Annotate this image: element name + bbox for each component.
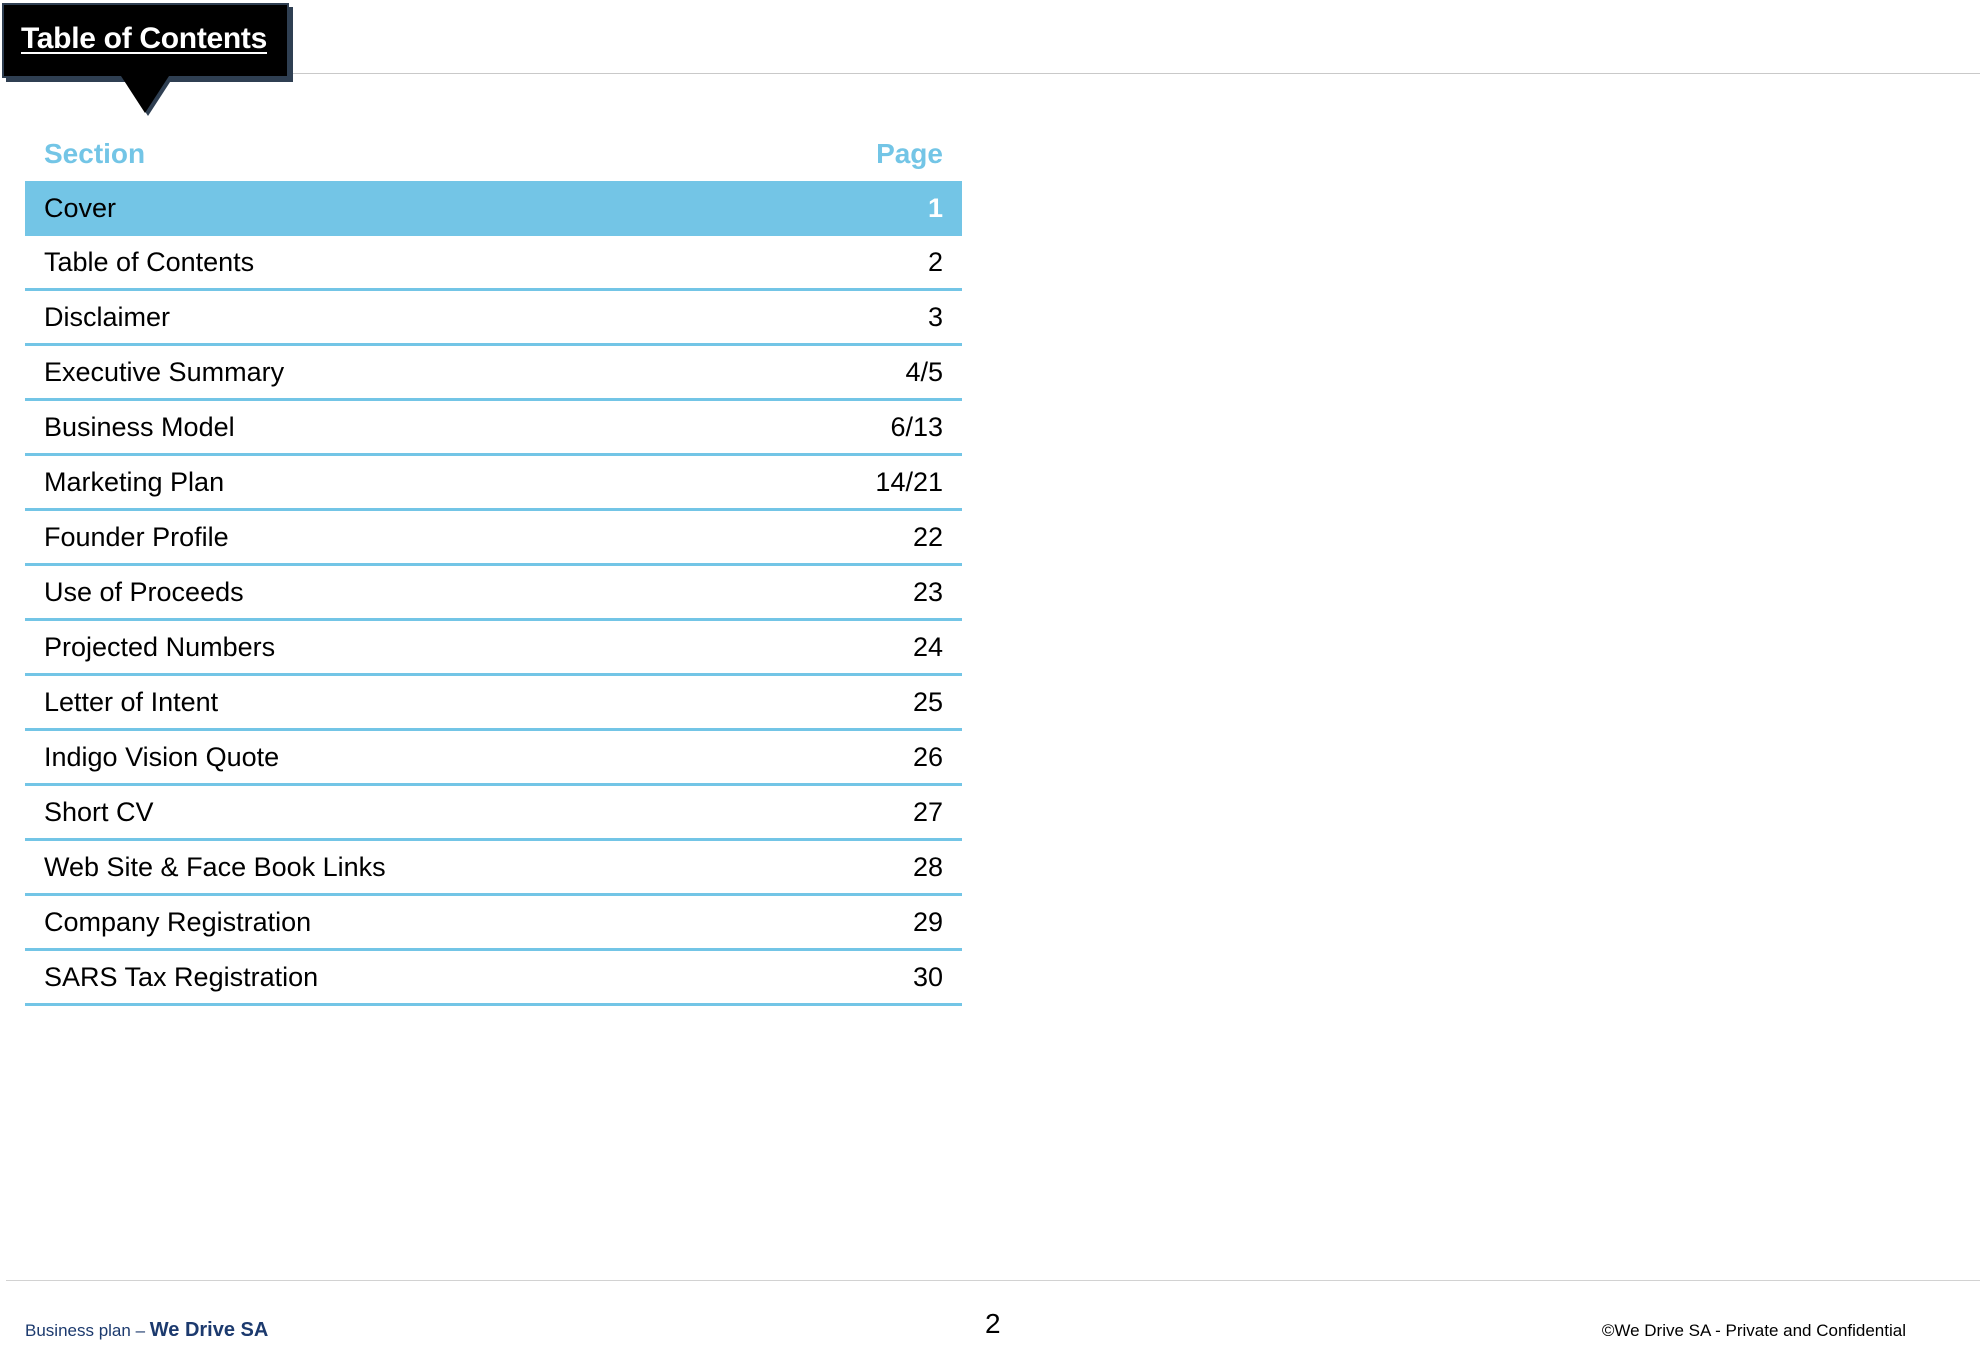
toc-row-cover[interactable]: Cover 1 (25, 181, 962, 236)
row-page: 22 (912, 521, 943, 552)
row-section: Business Model (44, 411, 235, 442)
row-page: 24 (912, 631, 943, 662)
row-page: 29 (912, 906, 943, 937)
toc-row-founder-profile[interactable]: Founder Profile 22 (25, 511, 962, 566)
row-section: Table of Contents (44, 246, 255, 277)
row-page: 2 (927, 246, 943, 277)
row-section: Founder Profile (44, 521, 229, 552)
toc-row-table-of-contents[interactable]: Table of Contents 2 (25, 236, 962, 291)
row-section: Cover (44, 192, 117, 223)
section-column-header: Section (44, 138, 146, 169)
row-page: 6/13 (890, 411, 943, 442)
row-page: 26 (912, 741, 943, 772)
row-section: Use of Proceeds (44, 576, 244, 607)
row-page: 4/5 (905, 356, 943, 387)
toc-row-letter-of-intent[interactable]: Letter of Intent 25 (25, 676, 962, 731)
row-section: Indigo Vision Quote (44, 741, 280, 772)
title-callout: Table of Contents (2, 3, 289, 78)
row-page: 23 (912, 576, 943, 607)
footer-prefix: Business plan – (25, 1321, 150, 1340)
toc-row-web-site-facebook-links[interactable]: Web Site & Face Book Links 28 (25, 841, 962, 896)
row-section: Letter of Intent (44, 686, 219, 717)
toc-row-use-of-proceeds[interactable]: Use of Proceeds 23 (25, 566, 962, 621)
footer-brand: We Drive SA (149, 1319, 269, 1341)
row-page: 3 (927, 301, 943, 332)
toc-row-business-model[interactable]: Business Model 6/13 (25, 401, 962, 456)
row-section: Executive Summary (44, 356, 285, 387)
row-section: Company Registration (44, 906, 312, 937)
row-section: Disclaimer (44, 301, 171, 332)
toc-row-sars-tax-registration[interactable]: SARS Tax Registration 30 (25, 951, 962, 1006)
row-page: 27 (912, 796, 943, 827)
page-column-header: Page (876, 138, 943, 169)
row-section: SARS Tax Registration (44, 961, 319, 992)
row-section: Projected Numbers (44, 631, 276, 662)
page-title: Table of Contents (21, 22, 268, 55)
toc-row-marketing-plan[interactable]: Marketing Plan 14/21 (25, 456, 962, 511)
title-callout-pointer (121, 76, 169, 113)
footer-document-label: Business plan – We Drive SA (25, 1319, 268, 1342)
toc-row-executive-summary[interactable]: Executive Summary 4/5 (25, 346, 962, 401)
toc-row-projected-numbers[interactable]: Projected Numbers 24 (25, 621, 962, 676)
footer-rule (6, 1280, 1980, 1281)
toc-row-disclaimer[interactable]: Disclaimer 3 (25, 291, 962, 346)
toc-row-short-cv[interactable]: Short CV 27 (25, 786, 962, 841)
row-page: 1 (927, 192, 943, 223)
toc-row-indigo-vision-quote[interactable]: Indigo Vision Quote 26 (25, 731, 962, 786)
footer-page-number: 2 (985, 1308, 1001, 1339)
toc-header-row: Section Page (25, 127, 962, 181)
row-page: 28 (912, 851, 943, 882)
row-page: 30 (912, 961, 943, 992)
row-page: 25 (912, 686, 943, 717)
row-section: Web Site & Face Book Links (44, 851, 386, 882)
row-section: Marketing Plan (44, 466, 225, 497)
row-page: 14/21 (875, 466, 943, 497)
header-rule (290, 73, 1980, 74)
toc-row-company-registration[interactable]: Company Registration 29 (25, 896, 962, 951)
row-section: Short CV (44, 796, 154, 827)
footer-confidentiality-notice: ©We Drive SA - Private and Confidential (1601, 1321, 1906, 1340)
toc-table: Section Page Cover 1 Table of Contents 2… (25, 127, 962, 1006)
